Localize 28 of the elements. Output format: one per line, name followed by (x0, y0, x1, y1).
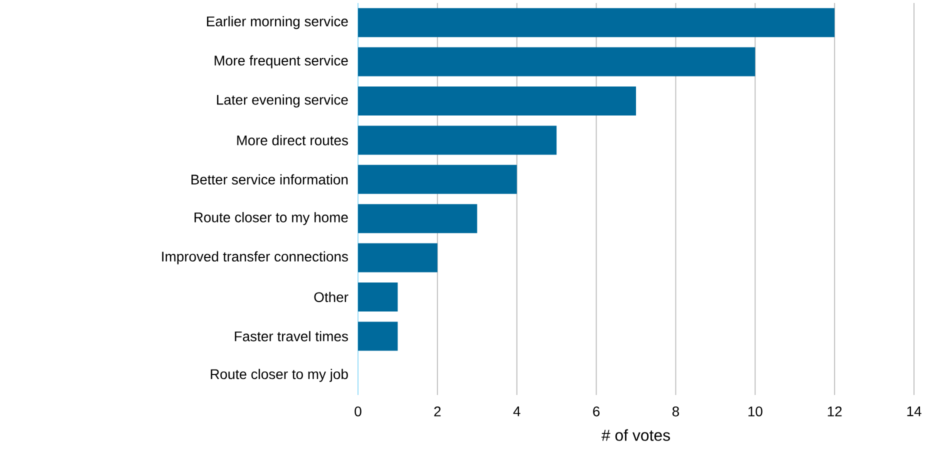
y-tick-label: Faster travel times (234, 331, 348, 342)
bar (358, 86, 636, 116)
x-tick-label: 10 (748, 406, 762, 416)
y-tick-label: Earlier morning service (207, 16, 348, 30)
x-tick-label: 2 (434, 406, 441, 416)
bar (358, 243, 438, 272)
x-axis-title: # of votes (602, 429, 670, 441)
bar (358, 47, 756, 76)
x-tick-label: 0 (354, 406, 362, 416)
y-tick-label: Route closer to my job (210, 368, 348, 382)
bar (358, 164, 517, 194)
bar (358, 322, 398, 351)
y-tick-label: Route closer to my home (194, 212, 348, 226)
y-tick-label: More direct routes (237, 135, 348, 146)
y-tick-label: Later evening service (217, 94, 348, 108)
x-tick-label: 14 (907, 406, 922, 416)
x-tick-label: 8 (672, 406, 679, 416)
x-tick-label: 12 (828, 406, 842, 416)
x-tick-label: 6 (593, 406, 600, 416)
y-tick-label: More frequent service (214, 55, 348, 68)
bar (358, 8, 835, 38)
bar (358, 282, 398, 312)
bar (358, 204, 478, 234)
y-tick-label: Other (314, 292, 348, 302)
x-tick-label: 4 (513, 406, 520, 416)
y-tick-label: Better service information (191, 174, 348, 185)
bar (358, 126, 557, 155)
y-tick-label: Improved transfer connections (162, 251, 348, 264)
